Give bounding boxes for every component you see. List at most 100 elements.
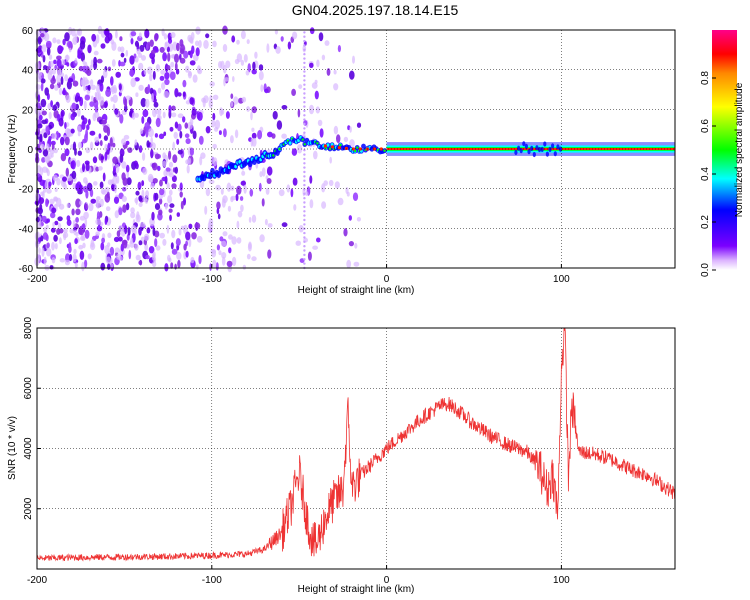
noise-blob	[89, 130, 96, 136]
noise-blob	[346, 191, 350, 197]
noise-blob	[118, 207, 123, 216]
noise-blob	[180, 200, 184, 210]
noise-blob	[102, 69, 108, 79]
noise-blob	[144, 28, 150, 39]
noise-blob	[223, 128, 227, 138]
ridge-blob	[545, 151, 550, 157]
noise-blob	[154, 33, 158, 42]
ridge-hotspot	[379, 147, 383, 151]
noise-blob	[162, 238, 167, 246]
noise-blob	[317, 119, 323, 127]
ridge-blob	[278, 147, 281, 151]
noise-blob	[114, 247, 120, 254]
noise-blob	[309, 27, 315, 35]
noise-blob	[146, 43, 149, 51]
noise-blob	[93, 181, 98, 186]
noise-blob	[185, 159, 190, 165]
noise-blob	[230, 93, 234, 99]
noise-blob	[172, 141, 175, 151]
noise-blob	[276, 120, 283, 130]
noise-blob	[303, 175, 306, 178]
noise-blob	[175, 68, 180, 75]
noise-blob	[177, 149, 183, 155]
noise-blob	[149, 87, 154, 95]
noise-blob	[303, 162, 306, 165]
noise-blob	[105, 256, 112, 264]
noise-blob	[161, 82, 166, 90]
noise-blob	[123, 57, 127, 63]
noise-blob	[56, 228, 61, 235]
noise-blob	[56, 74, 61, 84]
noise-blob	[154, 238, 158, 248]
noise-blob	[134, 139, 138, 146]
noise-blob	[303, 245, 306, 248]
noise-blob	[118, 225, 124, 231]
noise-blob	[141, 180, 145, 187]
noise-blob	[203, 39, 209, 49]
noise-blob	[42, 232, 49, 240]
noise-blob	[303, 149, 306, 152]
noise-blob	[88, 202, 94, 212]
noise-blob	[43, 226, 47, 234]
noise-blob	[303, 157, 306, 161]
noise-blob	[70, 113, 76, 121]
noise-blob	[133, 160, 138, 167]
noise-blob	[326, 68, 331, 76]
noise-blob	[225, 60, 231, 69]
noise-blob	[251, 132, 257, 139]
noise-blob	[152, 70, 156, 80]
noise-blob	[135, 196, 138, 205]
noise-blob	[41, 110, 47, 116]
noise-blob	[179, 130, 183, 139]
noise-blob	[49, 198, 55, 205]
noise-blob	[121, 161, 127, 169]
noise-blob	[40, 235, 44, 242]
noise-blob	[218, 130, 222, 136]
noise-blob	[226, 182, 232, 192]
noise-blob	[139, 44, 145, 52]
noise-blob	[57, 216, 63, 222]
noise-blob	[92, 112, 97, 122]
noise-blob	[352, 192, 359, 201]
noise-blob	[274, 29, 278, 35]
noise-blob	[205, 187, 211, 197]
noise-blob	[77, 150, 83, 156]
noise-blob	[43, 256, 47, 266]
noise-blob	[175, 238, 181, 247]
noise-blob	[52, 37, 57, 44]
noise-blob	[159, 46, 165, 53]
noise-blob	[94, 136, 100, 143]
noise-blob	[266, 178, 272, 184]
noise-blob	[275, 46, 281, 54]
noise-blob	[76, 29, 81, 36]
noise-blob	[79, 250, 85, 260]
noise-blob	[38, 197, 45, 205]
noise-blob	[169, 203, 175, 208]
ridge-blob	[524, 143, 529, 149]
noise-blob	[303, 53, 306, 56]
noise-blob	[167, 52, 171, 62]
noise-blob	[141, 189, 145, 199]
noise-blob	[336, 134, 341, 144]
noise-blob	[176, 42, 180, 52]
noise-blob	[188, 223, 193, 229]
noise-blob	[89, 101, 95, 107]
noise-blob	[135, 92, 139, 97]
spectrogram-noise-layer	[34, 25, 362, 273]
noise-blob	[87, 182, 93, 192]
noise-blob	[303, 236, 306, 239]
noise-blob	[236, 220, 240, 229]
noise-blob	[166, 224, 170, 234]
noise-blob	[53, 59, 57, 65]
noise-blob	[171, 112, 177, 118]
noise-blob	[296, 144, 303, 154]
noise-blob	[84, 203, 88, 209]
noise-blob	[80, 52, 86, 62]
noise-blob	[138, 145, 143, 153]
noise-blob	[234, 129, 239, 139]
noise-blob	[165, 202, 169, 209]
noise-blob	[89, 79, 94, 87]
noise-blob	[162, 52, 168, 62]
noise-blob	[309, 199, 314, 209]
noise-blob	[64, 122, 67, 129]
